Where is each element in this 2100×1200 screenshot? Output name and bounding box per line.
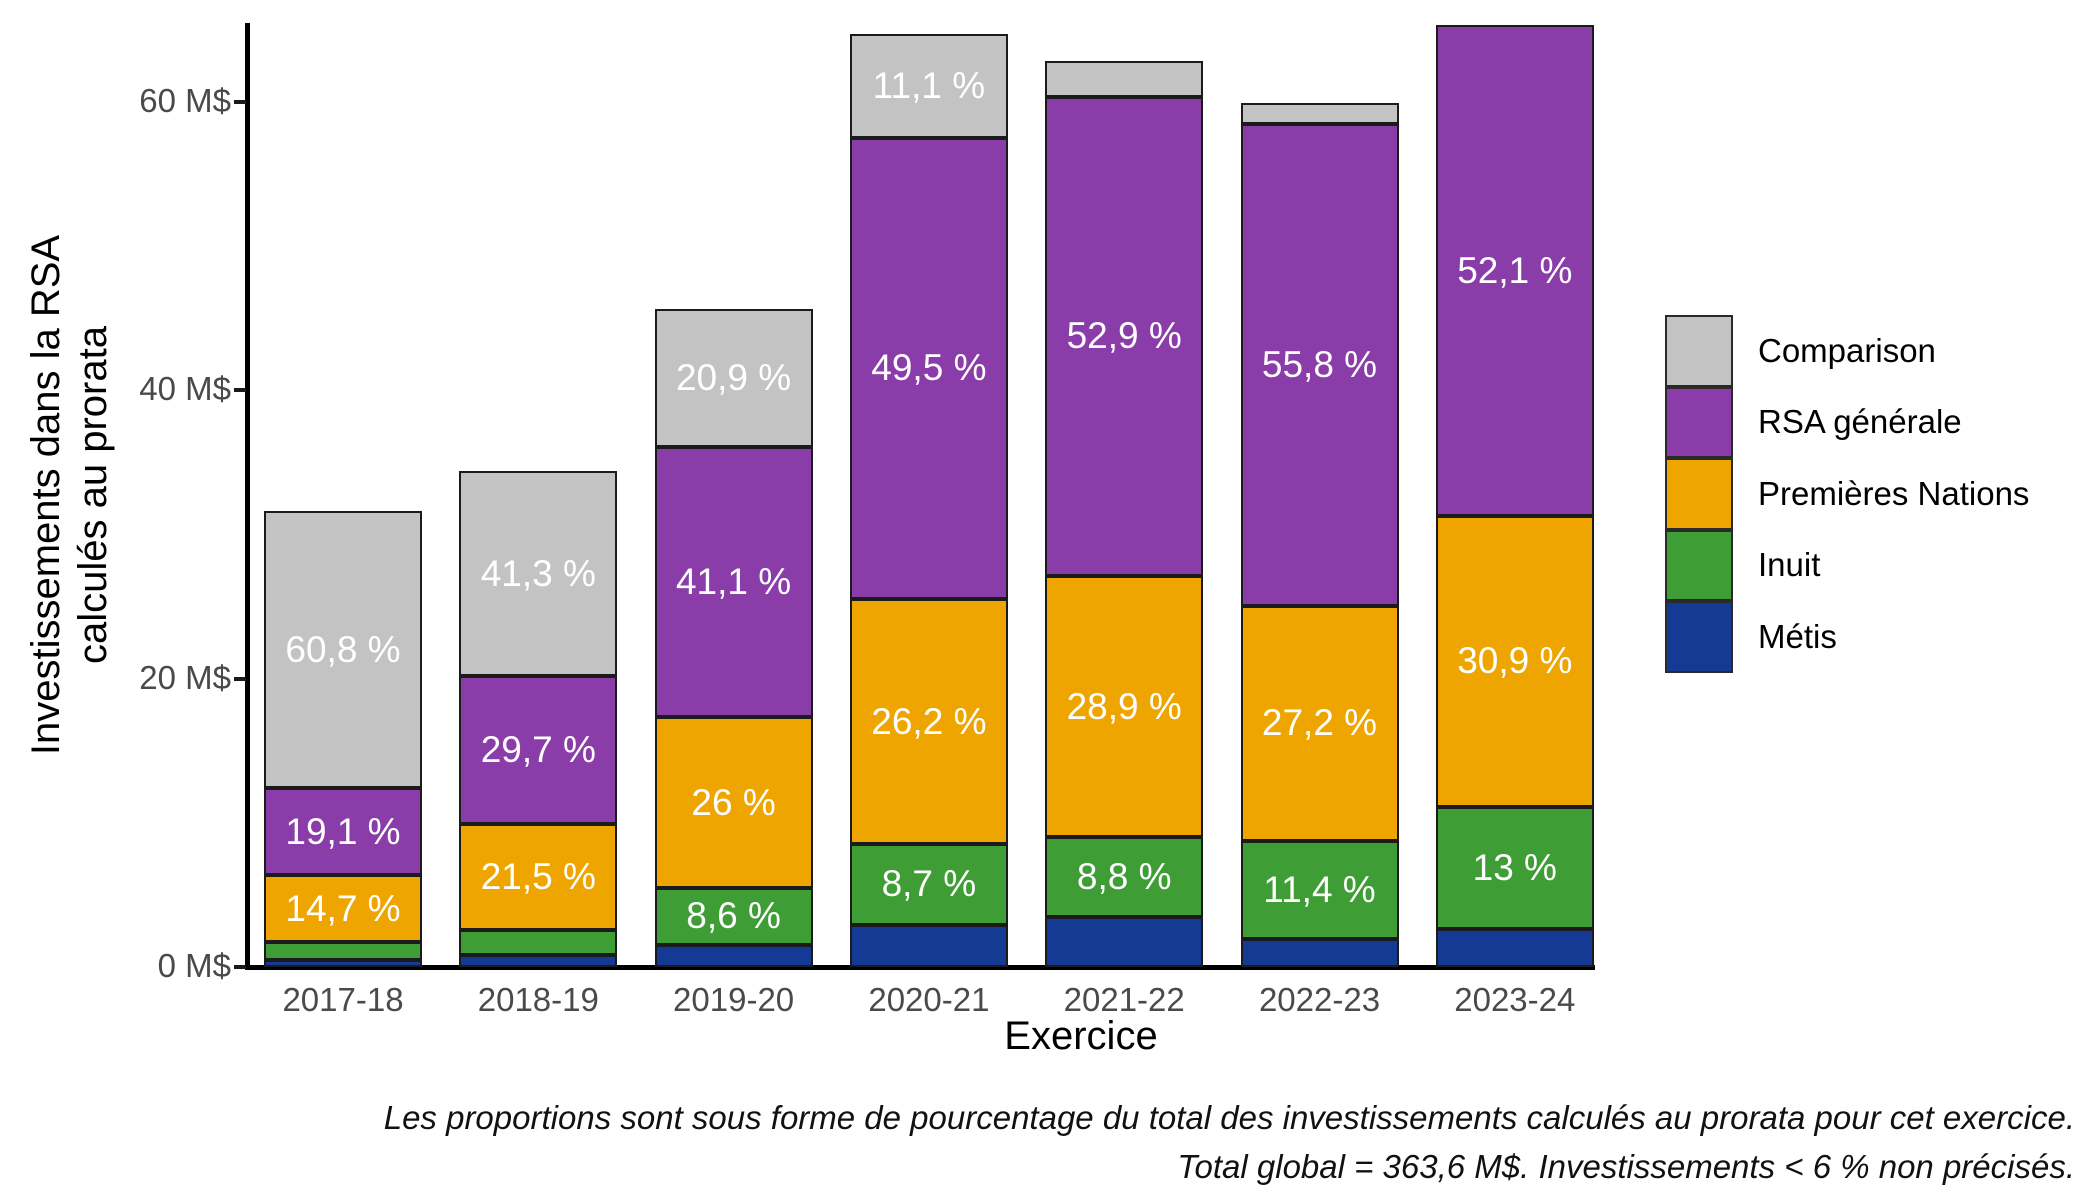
segment-percent-label: 52,1 % [1457, 249, 1573, 291]
segment-percent-label: 20,9 % [675, 357, 792, 399]
segment-percent-label: 41,1 % [675, 560, 792, 602]
legend-label: RSA générale [1758, 403, 1962, 441]
x-tick-label: 2018-19 [477, 981, 599, 1018]
y-axis-title-line2: calculés au prorata [71, 326, 115, 664]
x-axis-title: Exercice [1004, 1014, 1158, 1058]
bar-segment-comparison [1240, 103, 1399, 124]
x-tick-label: 2021-22 [1063, 981, 1185, 1018]
x-tick-label: 2022-23 [1258, 981, 1381, 1018]
legend-label: Inuit [1758, 546, 1821, 584]
caption-line1: Les proportions sont sous forme de pourc… [383, 1099, 2075, 1136]
bar-segment-rsa-g-n-rale: 52,1 % [1435, 25, 1594, 516]
y-tick-mark [234, 99, 246, 104]
bar-segment-premi-res-nations: 26,2 % [849, 599, 1008, 844]
y-axis-line [245, 23, 250, 970]
bar-segment-rsa-g-n-rale: 55,8 % [1240, 124, 1399, 606]
bar-segment-rsa-g-n-rale: 29,7 % [459, 676, 618, 824]
segment-percent-label: 8,8 % [1076, 856, 1172, 898]
segment-percent-label: 27,2 % [1261, 702, 1378, 744]
segment-percent-label: 11,4 % [1263, 869, 1376, 911]
segment-percent-label: 11,1 % [872, 64, 986, 106]
bar-segment-premi-res-nations: 14,7 % [264, 875, 422, 943]
segment-percent-label: 13 % [1472, 847, 1557, 889]
bar-segment-premi-res-nations: 30,9 % [1435, 515, 1594, 807]
bar-segment-m-tis [1045, 917, 1204, 967]
segment-percent-label: 28,9 % [1066, 685, 1182, 727]
y-tick-mark [234, 965, 246, 969]
legend-label: Métis [1758, 617, 1837, 655]
bar-segment-rsa-g-n-rale: 19,1 % [264, 788, 422, 876]
bar-segment-inuit: 8,6 % [654, 888, 813, 945]
segment-percent-label: 21,5 % [480, 855, 596, 897]
segment-percent-label: 55,8 % [1261, 343, 1378, 385]
segment-percent-label: 26 % [691, 781, 776, 823]
bar-segment-inuit: 11,4 % [1240, 840, 1399, 940]
legend-label: Premières Nations [1758, 474, 2030, 512]
segment-percent-label: 8,6 % [686, 895, 781, 937]
segment-percent-label: 26,2 % [871, 700, 987, 742]
bar-segment-comparison: 11,1 % [849, 34, 1008, 138]
bar-segment-comparison: 41,3 % [459, 471, 618, 677]
y-tick-label: 60 M$ [139, 81, 231, 119]
segment-percent-label: 30,9 % [1457, 640, 1573, 682]
x-tick-label: 2020-21 [868, 981, 990, 1018]
bar-segment-comparison [1045, 61, 1204, 97]
bar-segment-rsa-g-n-rale: 49,5 % [849, 137, 1008, 600]
segment-percent-label: 29,7 % [480, 728, 596, 770]
y-tick-label: 0 M$ [157, 947, 231, 984]
y-tick-label: 20 M$ [139, 658, 231, 696]
x-axis-line [245, 965, 1595, 970]
segment-percent-label: 19,1 % [285, 810, 401, 852]
segment-percent-label: 41,3 % [480, 552, 596, 594]
legend-label: Comparison [1758, 331, 1936, 369]
segment-percent-label: 49,5 % [871, 347, 987, 389]
legend-swatch-premi-res-nations [1665, 458, 1733, 530]
bar-segment-m-tis [1240, 939, 1399, 967]
bar-segment-premi-res-nations: 26 % [654, 717, 813, 889]
bar-segment-inuit: 8,8 % [1045, 837, 1204, 918]
bar-segment-rsa-g-n-rale: 41,1 % [654, 446, 813, 718]
bar-segment-premi-res-nations: 27,2 % [1240, 605, 1399, 841]
x-tick-label: 2023-24 [1454, 981, 1576, 1018]
segment-percent-label: 52,9 % [1066, 315, 1182, 357]
bar-segment-inuit: 13 % [1435, 806, 1594, 930]
bar-segment-m-tis [264, 959, 422, 967]
x-tick-label: 2017-18 [282, 981, 404, 1018]
bar-segment-comparison: 20,9 % [654, 309, 813, 447]
segment-percent-label: 8,7 % [881, 863, 977, 905]
caption-line2: Total global = 363,6 M$. Investissements… [1177, 1148, 2075, 1185]
bar-segment-m-tis [459, 955, 618, 967]
x-tick-label: 2019-20 [673, 981, 795, 1018]
bar-segment-rsa-g-n-rale: 52,9 % [1045, 96, 1204, 576]
bar-segment-m-tis [849, 925, 1008, 967]
y-axis-title: Investissements dans la RSA calculés au … [23, 235, 117, 755]
legend-swatch-comparison [1665, 315, 1733, 387]
bar-segment-inuit [459, 930, 618, 956]
legend-swatch-rsa-g-n-rale [1665, 386, 1733, 458]
bar-segment-inuit [264, 942, 422, 960]
bar-segment-premi-res-nations: 28,9 % [1045, 575, 1204, 838]
bar-segment-inuit: 8,7 % [849, 843, 1008, 926]
y-tick-mark [234, 676, 246, 681]
legend-swatch-inuit [1665, 529, 1733, 601]
segment-percent-label: 60,8 % [285, 628, 401, 670]
segment-percent-label: 14,7 % [285, 887, 401, 929]
y-axis-title-line1: Investissements dans la RSA [23, 234, 68, 756]
bar-segment-premi-res-nations: 21,5 % [459, 823, 618, 931]
bar-segment-m-tis [1435, 929, 1594, 967]
bar-segment-comparison: 60,8 % [264, 511, 422, 789]
legend-swatch-m-tis [1665, 601, 1733, 673]
y-tick-mark [234, 388, 246, 393]
bar-segment-m-tis [654, 944, 813, 967]
y-tick-label: 40 M$ [139, 370, 231, 408]
